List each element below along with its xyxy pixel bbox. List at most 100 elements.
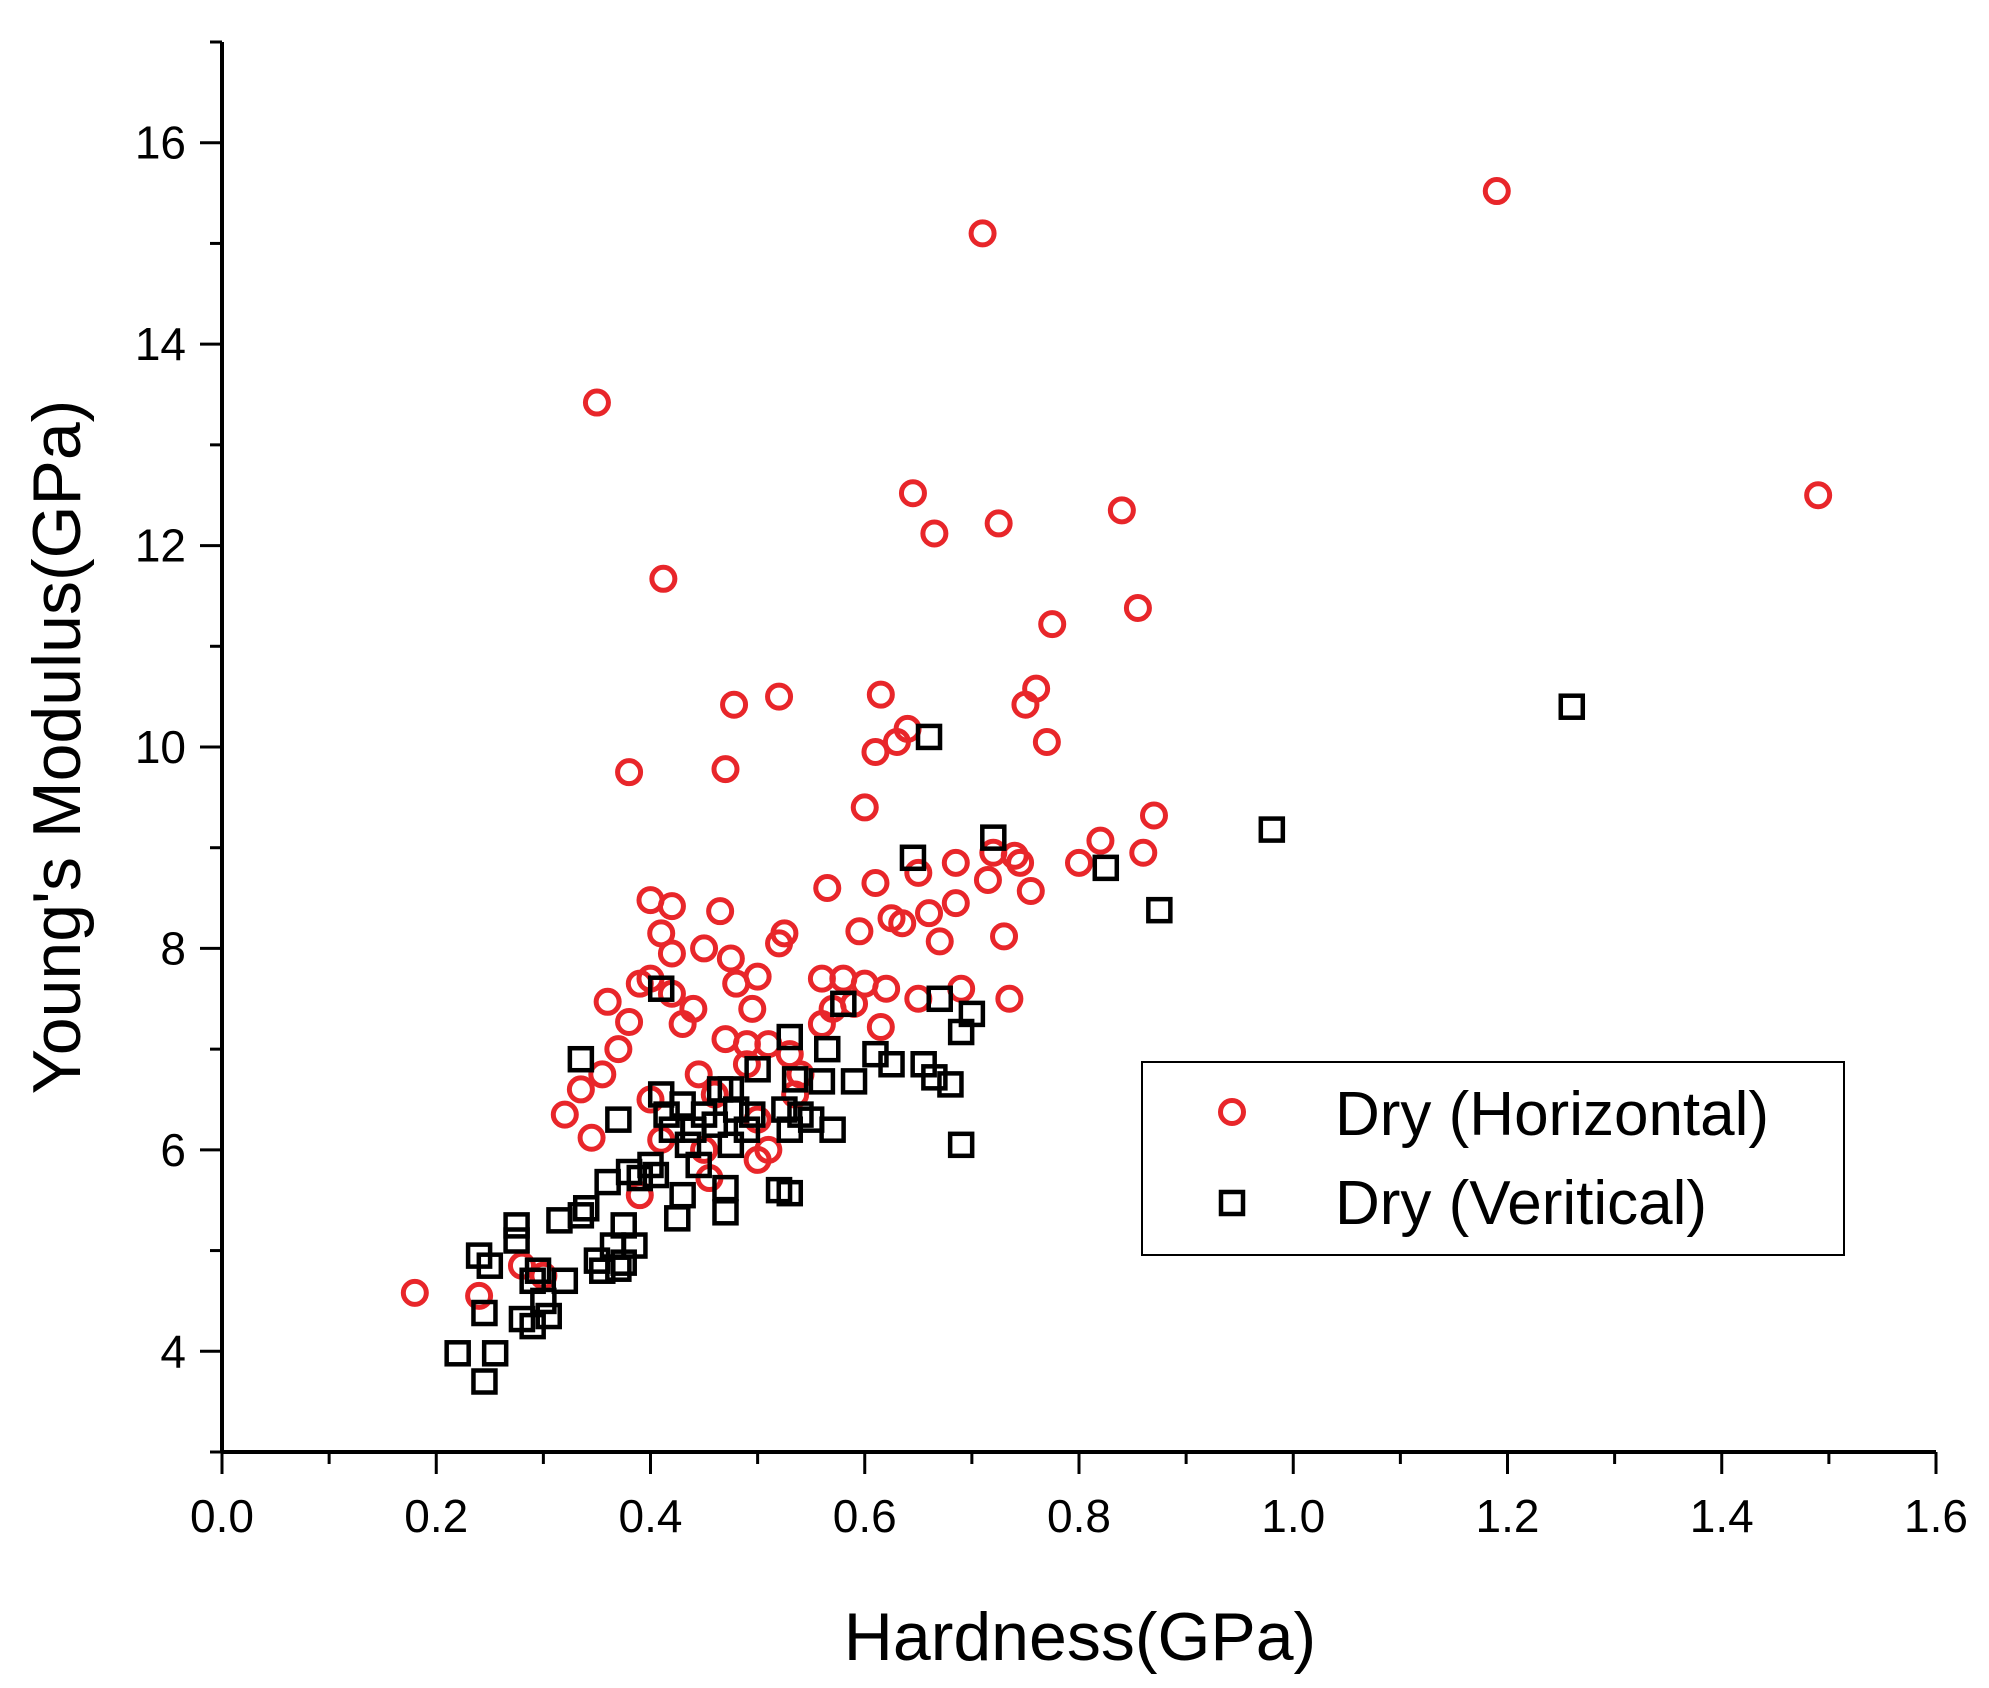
y-axis-title: Young's Modulus(GPa) — [19, 400, 95, 1095]
series-vertical — [444, 693, 1586, 1395]
data-point-square — [878, 1051, 905, 1078]
data-point-circle — [845, 917, 874, 946]
data-point-square — [621, 1232, 648, 1259]
data-point-circle — [1107, 496, 1136, 525]
data-point-circle — [866, 1012, 895, 1041]
x-tick-label: 0.8 — [1047, 1490, 1111, 1542]
data-point-square — [1092, 854, 1120, 882]
data-point-square — [476, 1252, 504, 1279]
data-point-circle — [604, 1035, 633, 1064]
data-point-circle — [1032, 727, 1061, 756]
data-point-square — [567, 1202, 595, 1229]
data-point-square — [567, 1045, 595, 1073]
data-point-circle — [1086, 826, 1115, 855]
data-point-circle — [679, 994, 708, 1023]
data-point-circle — [850, 793, 879, 822]
data-point-square — [1258, 816, 1286, 843]
data-point-circle — [577, 1123, 606, 1152]
data-point-circle — [765, 682, 794, 711]
data-point-square — [808, 1068, 836, 1095]
data-point-circle — [716, 944, 745, 973]
data-point-circle — [400, 1278, 429, 1307]
data-point-square — [744, 1056, 771, 1083]
data-point-square — [572, 1195, 600, 1222]
data-point-circle — [754, 1135, 783, 1164]
x-axis-title: Hardness(GPa) — [844, 1599, 1316, 1675]
data-point-circle — [593, 987, 622, 1016]
data-point-circle — [1022, 674, 1051, 703]
data-point-circle — [657, 939, 686, 968]
data-point-circle — [649, 564, 678, 593]
data-point-circle — [1804, 481, 1833, 510]
data-point-square — [840, 1068, 868, 1095]
y-tick-label: 6 — [160, 1124, 186, 1176]
data-point-square — [685, 1151, 712, 1179]
data-point-square — [530, 1287, 557, 1315]
data-point-circle — [1482, 177, 1511, 206]
x-tick-label: 0.2 — [404, 1490, 468, 1542]
x-tick-label: 0.0 — [190, 1490, 254, 1542]
x-tick-label: 1.6 — [1904, 1490, 1968, 1542]
data-point-circle — [990, 922, 1019, 951]
data-point-square — [503, 1227, 530, 1254]
data-point-square — [776, 1179, 804, 1207]
data-point-square — [647, 975, 675, 1002]
x-tick-label: 1.0 — [1261, 1490, 1325, 1542]
x-ticks: 0.0 0.2 0.4 0.6 0.8 1.0 1.2 1.4 1.6 — [190, 1452, 1968, 1542]
data-point-circle — [770, 919, 799, 948]
data-point-circle — [711, 755, 740, 784]
data-point-square — [642, 1161, 670, 1189]
data-point-circle — [915, 899, 944, 928]
y-ticks: 4 6 8 10 12 14 16 — [135, 40, 222, 1454]
data-point-square — [471, 1368, 498, 1395]
x-tick-label: 1.4 — [1690, 1490, 1754, 1542]
data-point-circle — [615, 1007, 644, 1036]
data-point-circle — [861, 868, 890, 897]
legend-square-marker — [1218, 1189, 1246, 1217]
data-point-square — [915, 723, 943, 751]
data-point-square — [605, 1106, 632, 1133]
data-point-square — [481, 1340, 509, 1367]
data-point-circle — [582, 388, 611, 417]
data-point-circle — [941, 848, 970, 877]
y-tick-label: 10 — [135, 721, 186, 773]
y-tick-label: 4 — [160, 1325, 186, 1377]
data-point-circle — [743, 962, 772, 991]
data-point-circle — [968, 219, 997, 248]
data-point-circle — [690, 934, 719, 963]
data-point-square — [814, 1035, 841, 1063]
data-point-circle — [941, 889, 970, 918]
data-point-square — [899, 844, 927, 872]
data-point-square — [1146, 896, 1173, 924]
data-point-circle — [1129, 838, 1158, 867]
data-point-circle — [738, 994, 767, 1023]
data-point-circle — [720, 690, 749, 719]
data-point-circle — [866, 680, 895, 709]
data-point-square — [947, 1131, 975, 1159]
data-point-square — [551, 1267, 579, 1295]
data-point-circle — [872, 974, 901, 1003]
data-point-circle — [588, 1060, 617, 1089]
data-point-circle — [925, 927, 954, 956]
legend: Dry (Horizontal) Dry (Veritical) — [1141, 1061, 1845, 1256]
legend-circle-marker — [1218, 1098, 1246, 1126]
data-point-square — [781, 1066, 809, 1093]
data-point-square — [830, 990, 857, 1018]
data-points — [400, 177, 1833, 1395]
data-point-square — [733, 1116, 761, 1143]
x-tick-label: 1.2 — [1476, 1490, 1540, 1542]
data-point-circle — [1065, 848, 1093, 877]
data-point-square — [958, 1000, 986, 1028]
data-point-square — [712, 1174, 739, 1202]
data-point-square — [605, 1255, 632, 1282]
data-point-square — [524, 1257, 552, 1284]
data-point-square — [444, 1340, 471, 1367]
data-point-circle — [984, 509, 1013, 538]
data-point-square — [926, 985, 953, 1013]
data-point-square — [535, 1302, 562, 1330]
data-point-circle — [706, 897, 735, 926]
data-point-square — [669, 1181, 696, 1209]
legend-label-vertical: Dry (Veritical) — [1335, 1169, 1707, 1238]
